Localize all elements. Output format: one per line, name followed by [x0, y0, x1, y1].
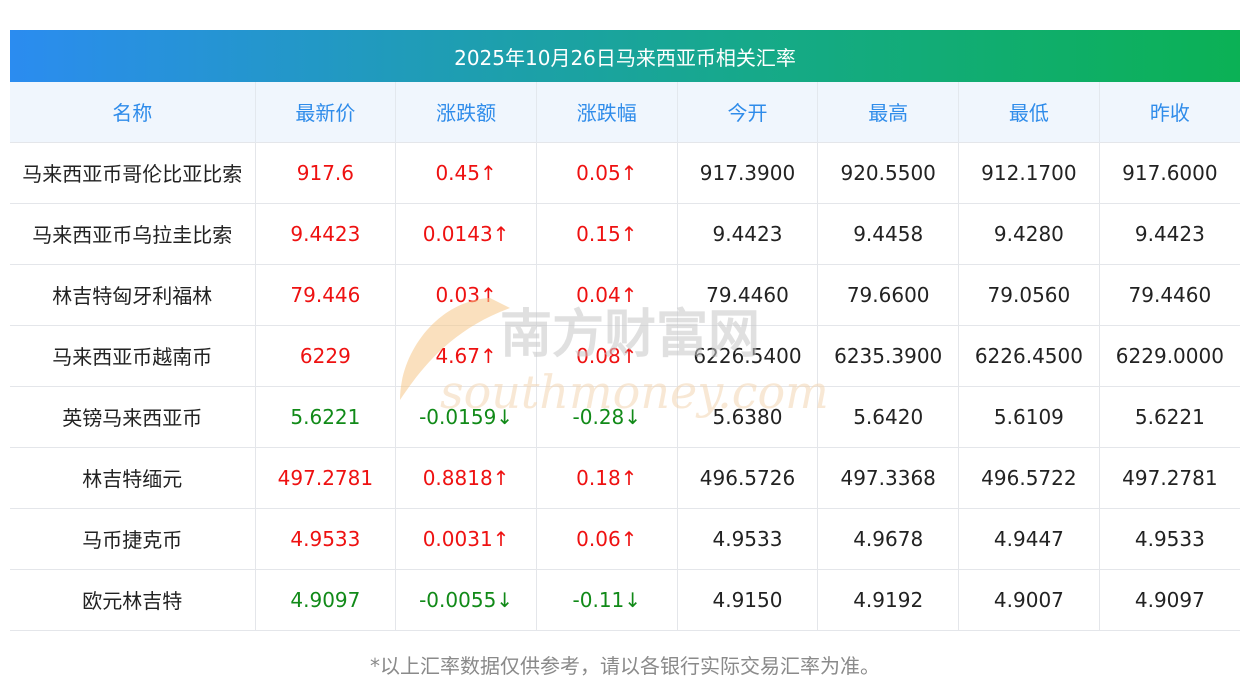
cell-name: 马来西亚币哥伦比亚比索 [10, 141, 256, 203]
cell-latest: 5.6221 [254, 385, 396, 447]
cell-change: 4.67↑ [395, 324, 537, 386]
cell-change: -0.0055↓ [395, 568, 537, 631]
cell-prev-close: 4.9097 [1098, 568, 1240, 631]
cell-change-pct: 0.05↑ [535, 141, 678, 203]
cell-change-pct: 0.04↑ [535, 263, 678, 325]
cell-open: 79.4460 [676, 263, 818, 325]
cell-high: 9.4458 [817, 202, 959, 264]
cell-change: 0.03↑ [395, 263, 537, 325]
cell-open: 5.6380 [676, 385, 818, 447]
cell-open: 6226.5400 [676, 324, 818, 386]
cell-latest: 4.9097 [254, 568, 396, 631]
cell-name: 英镑马来西亚币 [10, 385, 256, 447]
table-body: 马来西亚币哥伦比亚比索 917.6 0.45↑ 0.05↑ 917.3900 920.55… [10, 141, 1240, 631]
cell-change: 0.0143↑ [395, 202, 537, 264]
cell-name: 马来西亚币越南币 [10, 324, 256, 386]
table-row: 马来西亚币乌拉圭比索 9.4423 0.0143↑ 0.15↑ 9.4423 9.4458… [10, 202, 1240, 264]
cell-high: 6235.3900 [817, 324, 959, 386]
cell-prev-close: 5.6221 [1098, 385, 1240, 447]
cell-open: 4.9533 [676, 507, 818, 569]
table-row: 马来西亚币越南币 6229 4.67↑ 0.08↑ 6226.5400 6235.3900… [10, 324, 1240, 386]
cell-open: 496.5726 [676, 446, 818, 508]
header-latest: 最新价 [254, 82, 396, 142]
cell-prev-close: 6229.0000 [1098, 324, 1240, 386]
cell-high: 79.6600 [817, 263, 959, 325]
cell-change-pct: -0.28↓ [535, 385, 678, 447]
header-open: 今开 [676, 82, 818, 142]
cell-change-pct: 0.08↑ [535, 324, 678, 386]
cell-change-pct: 0.15↑ [535, 202, 678, 264]
cell-open: 917.3900 [676, 141, 818, 203]
cell-low: 6226.4500 [958, 324, 1100, 386]
table-title: 2025年10月26日马来西亚币相关汇率 [10, 30, 1240, 82]
cell-latest: 4.9533 [254, 507, 396, 569]
cell-name: 林吉特匈牙利福林 [10, 263, 256, 325]
table-header-row: 名称 最新价 涨跌额 涨跌幅 今开 最高 最低 昨收 [10, 82, 1240, 142]
cell-latest: 79.446 [254, 263, 396, 325]
cell-change: -0.0159↓ [395, 385, 537, 447]
cell-high: 4.9192 [817, 568, 959, 631]
cell-latest: 9.4423 [254, 202, 396, 264]
table-row: 林吉特缅元 497.2781 0.8818↑ 0.18↑ 496.5726 497.336… [10, 446, 1240, 508]
cell-latest: 497.2781 [254, 446, 396, 508]
cell-low: 496.5722 [958, 446, 1100, 508]
table-row: 林吉特匈牙利福林 79.446 0.03↑ 0.04↑ 79.4460 79.6600 79… [10, 263, 1240, 325]
cell-high: 5.6420 [817, 385, 959, 447]
cell-name: 马币捷克币 [10, 507, 256, 569]
cell-change-pct: 0.06↑ [535, 507, 678, 569]
cell-name: 林吉特缅元 [10, 446, 256, 508]
cell-high: 4.9678 [817, 507, 959, 569]
cell-prev-close: 79.4460 [1098, 263, 1240, 325]
cell-low: 912.1700 [958, 141, 1100, 203]
header-change: 涨跌额 [395, 82, 537, 142]
header-change-pct: 涨跌幅 [535, 82, 678, 142]
cell-low: 4.9447 [958, 507, 1100, 569]
cell-name: 马来西亚币乌拉圭比索 [10, 202, 256, 264]
header-low: 最低 [958, 82, 1100, 142]
cell-change-pct: 0.18↑ [535, 446, 678, 508]
cell-high: 497.3368 [817, 446, 959, 508]
table-row: 马来西亚币哥伦比亚比索 917.6 0.45↑ 0.05↑ 917.3900 920.55… [10, 141, 1240, 203]
cell-prev-close: 497.2781 [1098, 446, 1240, 508]
cell-prev-close: 917.6000 [1098, 141, 1240, 203]
header-high: 最高 [817, 82, 959, 142]
cell-low: 4.9007 [958, 568, 1100, 631]
exchange-rate-table: 名称 最新价 涨跌额 涨跌幅 今开 最高 最低 昨收 马来西亚币哥伦比亚比索 91… [10, 82, 1240, 631]
cell-prev-close: 4.9533 [1098, 507, 1240, 569]
table-row: 马币捷克币 4.9533 0.0031↑ 0.06↑ 4.9533 4.9678 4.944… [10, 507, 1240, 569]
cell-low: 9.4280 [958, 202, 1100, 264]
cell-change: 0.0031↑ [395, 507, 537, 569]
table-row: 英镑马来西亚币 5.6221 -0.0159↓ -0.28↓ 5.6380 5.6420 5… [10, 385, 1240, 447]
header-prev-close: 昨收 [1098, 82, 1240, 142]
header-name: 名称 [10, 82, 256, 142]
disclaimer-footnote: *以上汇率数据仅供参考，请以各银行实际交易汇率为准。 [370, 654, 880, 678]
cell-low: 5.6109 [958, 385, 1100, 447]
cell-prev-close: 9.4423 [1098, 202, 1240, 264]
cell-latest: 6229 [254, 324, 396, 386]
cell-low: 79.0560 [958, 263, 1100, 325]
cell-change-pct: -0.11↓ [535, 568, 678, 631]
cell-open: 4.9150 [676, 568, 818, 631]
table-row: 欧元林吉特 4.9097 -0.0055↓ -0.11↓ 4.9150 4.9192 4.9… [10, 568, 1240, 631]
cell-open: 9.4423 [676, 202, 818, 264]
cell-name: 欧元林吉特 [10, 568, 256, 631]
cell-latest: 917.6 [254, 141, 396, 203]
cell-high: 920.5500 [817, 141, 959, 203]
cell-change: 0.8818↑ [395, 446, 537, 508]
cell-change: 0.45↑ [395, 141, 537, 203]
